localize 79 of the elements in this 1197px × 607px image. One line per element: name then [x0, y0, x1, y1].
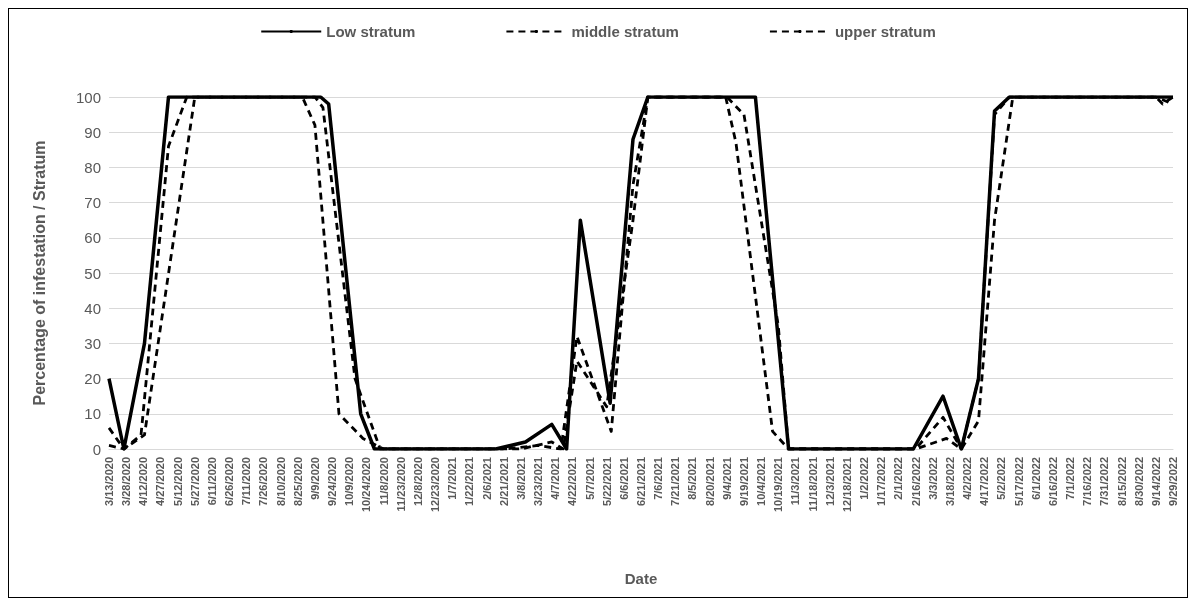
x-tick-label: 9/24/2020: [326, 457, 339, 506]
x-tick-label: 4/27/2020: [154, 457, 167, 506]
y-axis-title: Percentage of infestation / Stratum: [30, 140, 48, 406]
x-tick-label: 4/7/2021: [549, 457, 562, 500]
x-tick-label: 6/11/2020: [205, 457, 218, 506]
x-tick-label: 5/22/2021: [600, 457, 613, 506]
y-tick-label: 100: [75, 88, 101, 106]
y-tick-label: 90: [84, 123, 101, 141]
x-tick-label: 4/2/2022: [961, 457, 974, 500]
x-tick-label: 4/17/2022: [978, 457, 991, 506]
legend-label: Low stratum: [326, 23, 416, 40]
x-tick-label: 2/6/2021: [480, 457, 493, 500]
x-tick-label: 1/17/2022: [875, 457, 888, 506]
x-tick-label: 9/19/2021: [737, 457, 750, 506]
y-tick-label: 10: [84, 405, 101, 423]
x-tick-label: 8/25/2020: [291, 457, 304, 506]
x-tick-label: 5/27/2020: [188, 457, 201, 506]
x-tick-label: 1/2/2022: [858, 457, 871, 500]
x-tick-label: 7/1/2022: [1064, 457, 1077, 500]
x-tick-label: 7/6/2021: [652, 457, 665, 500]
x-tick-label: 5/17/2022: [1012, 457, 1025, 506]
x-axis-title: Date: [624, 570, 658, 587]
x-tick-label: 4/22/2021: [566, 457, 579, 506]
x-tick-label: 5/12/2020: [171, 457, 184, 506]
x-tick-label: 6/26/2020: [223, 457, 236, 506]
y-tick-label: 60: [84, 229, 101, 247]
y-tick-label: 70: [84, 194, 101, 212]
x-tick-label: 1/7/2021: [446, 457, 459, 500]
x-tick-label: 11/18/2021: [806, 457, 819, 512]
x-tick-label: 11/8/2020: [377, 457, 390, 506]
y-tick-label: 30: [84, 334, 101, 352]
x-tick-label: 2/16/2022: [909, 457, 922, 506]
x-tick-label: 6/21/2021: [635, 457, 647, 506]
x-tick-label: 5/7/2021: [583, 457, 596, 500]
x-tick-label: 10/19/2021: [772, 457, 785, 513]
x-tick-label: 7/16/2022: [1081, 457, 1094, 506]
x-tick-label: 12/8/2020: [411, 457, 424, 506]
x-tick-label: 9/14/2022: [1149, 457, 1162, 506]
x-tick-label: 11/23/2020: [394, 457, 407, 512]
x-tick-label: 10/24/2020: [360, 457, 373, 513]
y-tick-label: 80: [84, 158, 101, 176]
x-tick-label: 8/15/2022: [1115, 457, 1128, 506]
x-tick-label: 3/8/2021: [514, 457, 527, 500]
y-tick-label: 50: [84, 264, 101, 282]
x-tick-label: 7/31/2022: [1098, 457, 1111, 506]
y-tick-label: 0: [92, 440, 101, 458]
x-tick-label: 3/13/2020: [103, 457, 115, 506]
x-tick-label: 7/26/2020: [257, 457, 270, 506]
x-tick-label: 8/5/2021: [686, 457, 699, 500]
x-tick-label: 2/1/2022: [892, 457, 905, 500]
x-tick-label: 6/1/2022: [1029, 457, 1042, 500]
x-tick-label: 12/23/2020: [429, 457, 442, 513]
legend-label: upper stratum: [834, 23, 936, 40]
x-tick-label: 6/6/2021: [617, 457, 630, 500]
x-tick-label: 8/20/2021: [703, 457, 716, 506]
x-tick-label: 8/30/2022: [1132, 457, 1145, 506]
x-tick-label: 2/21/2021: [497, 457, 510, 506]
x-tick-label: 12/3/2021: [823, 457, 836, 506]
x-tick-label: 6/16/2022: [1046, 457, 1059, 506]
x-tick-label: 5/2/2022: [995, 457, 1008, 500]
x-tick-label: 3/23/2021: [532, 457, 545, 506]
x-tick-label: 8/10/2020: [274, 457, 287, 506]
y-tick-label: 40: [84, 299, 101, 317]
x-tick-label: 10/4/2021: [755, 457, 768, 506]
x-tick-label: 11/3/2021: [789, 457, 802, 506]
x-tick-label: 3/18/2022: [943, 457, 956, 506]
x-tick-label: 12/18/2021: [840, 457, 853, 513]
x-tick-label: 3/3/2022: [926, 457, 939, 500]
x-tick-label: 10/9/2020: [343, 457, 356, 506]
x-tick-label: 3/28/2020: [120, 457, 133, 506]
x-tick-label: 9/9/2020: [308, 457, 321, 500]
legend-label: middle stratum: [571, 23, 679, 40]
x-tick-label: 1/22/2021: [463, 457, 476, 506]
x-tick-label: 4/12/2020: [137, 457, 150, 506]
x-tick-label: 7/11/2020: [240, 457, 253, 506]
x-tick-label: 7/21/2021: [669, 457, 682, 506]
x-tick-label: 9/29/2022: [1167, 457, 1179, 506]
y-tick-label: 20: [84, 370, 101, 388]
x-tick-label: 9/4/2021: [720, 457, 733, 500]
